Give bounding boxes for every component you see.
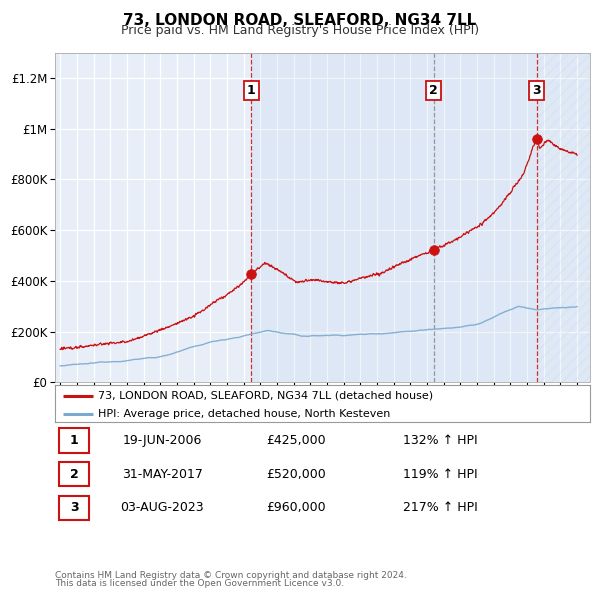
- Text: £425,000: £425,000: [266, 434, 326, 447]
- Text: 19-JUN-2006: 19-JUN-2006: [122, 434, 202, 447]
- Text: 119% ↑ HPI: 119% ↑ HPI: [403, 467, 478, 481]
- FancyBboxPatch shape: [59, 496, 89, 520]
- Text: Price paid vs. HM Land Registry's House Price Index (HPI): Price paid vs. HM Land Registry's House …: [121, 24, 479, 37]
- Bar: [251, 53, 537, 382]
- Text: 1: 1: [247, 84, 256, 97]
- Text: 217% ↑ HPI: 217% ↑ HPI: [403, 501, 478, 514]
- Text: 3: 3: [532, 84, 541, 97]
- Text: This data is licensed under the Open Government Licence v3.0.: This data is licensed under the Open Gov…: [55, 579, 344, 588]
- Text: 2: 2: [70, 467, 79, 481]
- Text: HPI: Average price, detached house, North Kesteven: HPI: Average price, detached house, Nort…: [98, 409, 391, 419]
- Text: 03-AUG-2023: 03-AUG-2023: [121, 501, 204, 514]
- Text: 132% ↑ HPI: 132% ↑ HPI: [403, 434, 478, 447]
- Text: 1: 1: [70, 434, 79, 447]
- Text: Contains HM Land Registry data © Crown copyright and database right 2024.: Contains HM Land Registry data © Crown c…: [55, 571, 407, 580]
- FancyBboxPatch shape: [59, 428, 89, 453]
- Bar: [537, 53, 590, 382]
- FancyBboxPatch shape: [59, 462, 89, 486]
- Text: £520,000: £520,000: [266, 467, 326, 481]
- Text: 2: 2: [430, 84, 438, 97]
- Text: 31-MAY-2017: 31-MAY-2017: [122, 467, 203, 481]
- Text: £960,000: £960,000: [266, 501, 326, 514]
- Text: 3: 3: [70, 501, 79, 514]
- Text: 73, LONDON ROAD, SLEAFORD, NG34 7LL (detached house): 73, LONDON ROAD, SLEAFORD, NG34 7LL (det…: [98, 391, 433, 401]
- Text: 73, LONDON ROAD, SLEAFORD, NG34 7LL: 73, LONDON ROAD, SLEAFORD, NG34 7LL: [124, 13, 476, 28]
